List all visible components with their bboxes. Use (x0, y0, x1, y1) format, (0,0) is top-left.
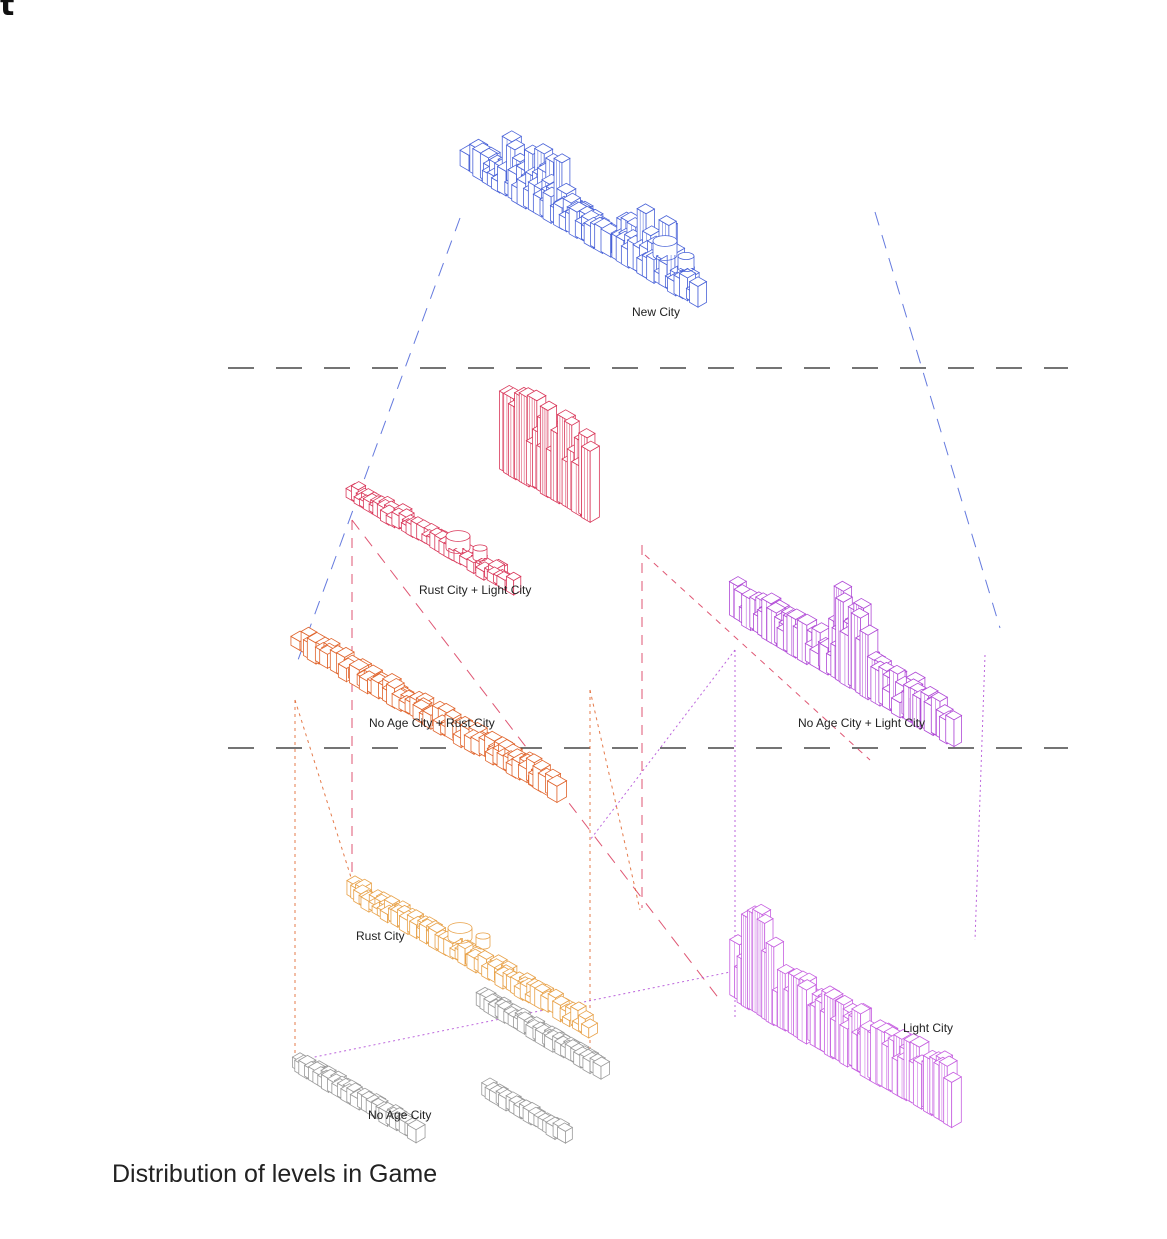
label-noage-light-city: No Age City + Light City (798, 716, 926, 730)
cluster-rust-light-tower (498, 384, 601, 523)
connector-new-to-noage-light (874, 211, 1001, 629)
cluster-rust-city (346, 875, 599, 1039)
connector-rust-light-to-noage-light (644, 554, 871, 761)
label-noage-rust-city: No Age City + Rust City (369, 716, 495, 730)
cluster-noage-light-city (728, 576, 963, 748)
cluster-rust-light-city (345, 481, 522, 596)
label-light-city: Light City (903, 1021, 954, 1035)
cluster-noage-rust-city (290, 626, 568, 804)
label-new-city: New City (632, 305, 681, 319)
corner-glyph: t (0, 0, 15, 23)
connector-noage-rust-to-rust-right (589, 689, 641, 911)
label-noage-city: No Age City (368, 1108, 432, 1122)
cluster-new-city (459, 130, 708, 308)
cluster-light-city (728, 903, 963, 1129)
connector-noage-light-to-noage (589, 649, 736, 841)
label-rust-city: Rust City (356, 929, 405, 943)
label-rust-light-city: Rust City + Light City (419, 583, 532, 597)
cluster-noage-city-left (291, 1052, 426, 1144)
connector-new-to-noage-rust (297, 217, 461, 661)
connector-noage-light-to-light-right (974, 654, 986, 941)
cluster-noage-city-small (480, 1077, 574, 1144)
cluster-noage-city-right (475, 986, 611, 1080)
diagram-caption: Distribution of levels in Game (112, 1160, 438, 1188)
connector-noage-rust-to-rust (294, 699, 356, 891)
